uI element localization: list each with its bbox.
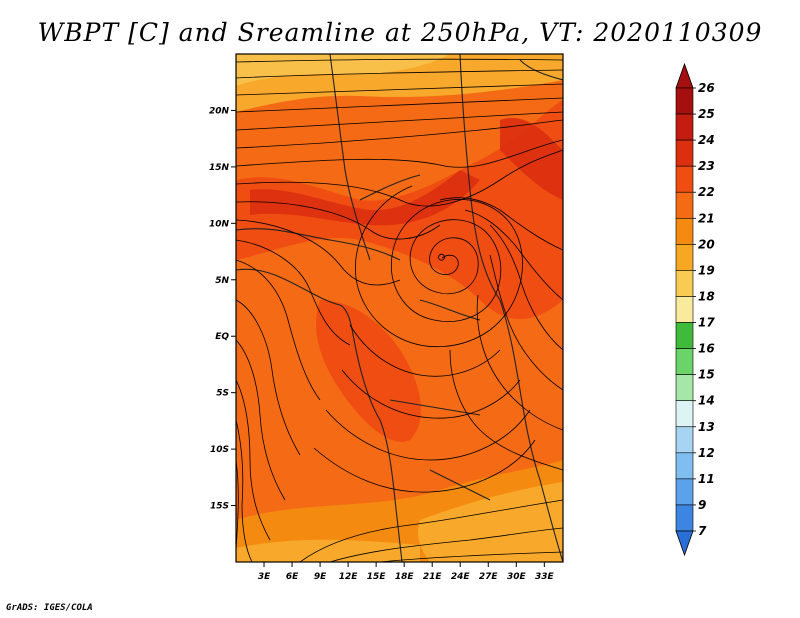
colorbar-top-arrow <box>675 62 694 89</box>
streamlines <box>236 58 563 562</box>
lon-tick-label: 3E <box>258 572 271 582</box>
colorbar-label: 11 <box>698 472 715 486</box>
lat-tick-label: 20N <box>209 106 230 116</box>
latitude-axis: 20N 15N 10N 5N EQ 5S 10S 15S <box>209 106 236 512</box>
colorbar-label: 9 <box>698 498 706 512</box>
colorbar-label: 26 <box>698 81 715 95</box>
colorbar-segment <box>675 478 694 506</box>
colorbar-label: 16 <box>698 342 715 356</box>
colorbar-segment <box>675 113 694 141</box>
colorbar-bottom-arrow <box>675 530 694 557</box>
wbpt-shading-20-southwest <box>236 539 420 562</box>
lon-tick-label: 24E <box>451 572 471 582</box>
colorbar-label: 22 <box>698 185 715 199</box>
colorbar-segment <box>675 244 694 271</box>
colorbar-segment <box>675 217 694 245</box>
lon-tick-label: 21E <box>423 572 443 582</box>
wbpt-shading-20-north <box>236 54 450 86</box>
wbpt-shading-24-east <box>500 117 563 200</box>
lat-tick-label: 15S <box>210 502 229 512</box>
lon-tick-label: 33E <box>535 572 555 582</box>
colorbar-label: 13 <box>698 420 715 434</box>
colorbar-label: 20 <box>698 237 715 251</box>
colorbar-segment <box>675 87 694 115</box>
colorbar-label: 17 <box>698 316 715 330</box>
map-area <box>236 54 563 562</box>
wbpt-shading-23-congo <box>316 300 421 442</box>
colorbar-segment <box>675 374 694 402</box>
wbpt-shading-24-band <box>250 170 480 226</box>
colorbar-segment <box>675 400 694 428</box>
colorbar-label: 15 <box>698 368 715 382</box>
colorbar-label: 12 <box>698 446 715 460</box>
colorbar-label: 19 <box>698 263 715 277</box>
lat-tick-label: 5N <box>215 276 229 286</box>
lon-tick-label: 27E <box>479 572 499 582</box>
colorbar-segment <box>675 165 694 193</box>
colorbar-segment <box>675 452 694 480</box>
lon-tick-label: 15E <box>367 572 387 582</box>
colorbar-segment <box>675 426 694 454</box>
colorbar-label: 21 <box>698 211 715 225</box>
colorbar-label: 24 <box>698 133 715 147</box>
longitude-axis: 3E 6E 9E 12E 15E 18E 21E 24E 27E 30E 33E <box>258 562 555 582</box>
lat-tick-label: 15N <box>209 163 230 173</box>
colorbar-segment <box>675 322 694 349</box>
lon-tick-label: 30E <box>507 572 527 582</box>
colorbar: 26 25 24 23 22 21 20 19 18 17 16 15 14 13 12 11 9 7 <box>675 62 715 557</box>
lon-tick-label: 9E <box>314 572 327 582</box>
grads-credit: GrADS: IGES/COLA <box>6 603 93 613</box>
lat-tick-label: 10S <box>210 445 229 455</box>
colorbar-label: 18 <box>698 289 715 303</box>
colorbar-label: 25 <box>698 107 715 121</box>
colorbar-segment <box>675 296 694 323</box>
lat-tick-label: 5S <box>216 389 229 399</box>
lon-tick-label: 6E <box>286 572 299 582</box>
colorbar-segment <box>675 348 694 375</box>
colorbar-segment <box>675 504 694 532</box>
lon-tick-label: 18E <box>395 572 415 582</box>
colorbar-label: 14 <box>698 394 715 408</box>
colorbar-segment <box>675 191 694 219</box>
map-frame <box>235 53 564 563</box>
colorbar-segment <box>675 270 694 297</box>
colorbar-label: 7 <box>698 524 707 538</box>
lat-tick-label: EQ <box>215 332 229 342</box>
cyclone-center-marker <box>438 253 445 261</box>
lat-tick-label: 10N <box>209 219 230 229</box>
colorbar-label: 23 <box>698 159 715 173</box>
colorbar-segment <box>675 139 694 167</box>
coastlines-borders <box>236 54 563 562</box>
chart-title: WBPT [C] and Sreamline at 250hPa, VT: 20… <box>37 18 763 47</box>
lon-tick-label: 12E <box>339 572 359 582</box>
